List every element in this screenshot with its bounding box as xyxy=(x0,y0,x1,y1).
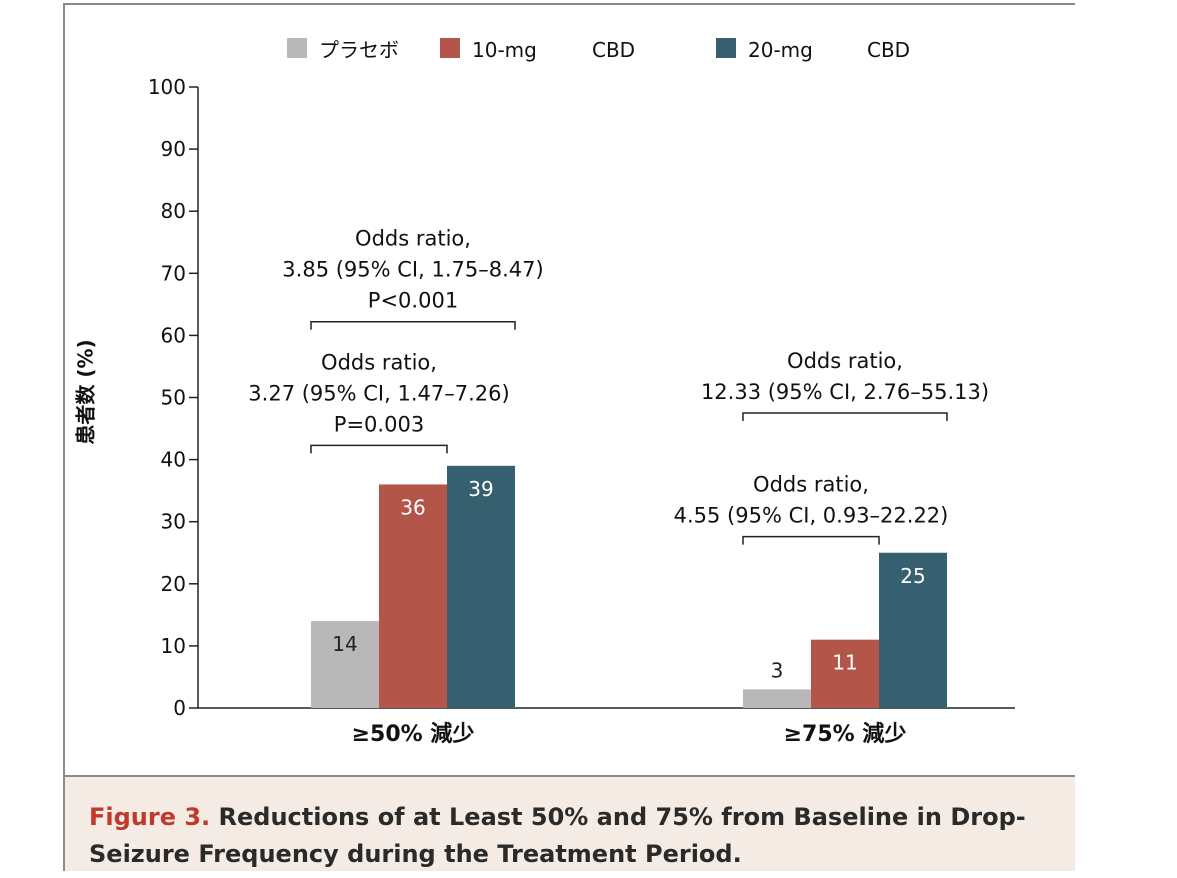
odds-ratio-bracket xyxy=(742,535,880,545)
y-axis-label: 患者数 (%) xyxy=(73,339,98,445)
odds-ratio-text: P<0.001 xyxy=(368,289,458,313)
y-tick-label: 20 xyxy=(161,572,186,596)
legend-label: CBD xyxy=(867,38,910,62)
legend-label: プラセボ xyxy=(319,38,399,62)
y-tick-label: 70 xyxy=(161,261,186,285)
bar xyxy=(311,621,379,708)
bar-value-label: 11 xyxy=(832,651,857,675)
y-tick-label: 30 xyxy=(161,510,186,534)
odds-ratio-text: Odds ratio, xyxy=(321,350,437,374)
figure-caption: Figure 3. Reductions of at Least 50% and… xyxy=(65,775,1075,871)
odds-ratio-text: 3.85 (95% CI, 1.75–8.47) xyxy=(282,258,543,282)
y-tick-label: 100 xyxy=(148,75,186,99)
bar xyxy=(379,484,447,708)
bar xyxy=(447,465,515,708)
bar-value-label: 3 xyxy=(771,658,784,682)
legend-swatch xyxy=(440,38,460,58)
odds-ratio-text: 4.55 (95% CI, 0.93–22.22) xyxy=(674,504,949,528)
figure-frame xyxy=(63,3,1075,871)
bar-value-label: 36 xyxy=(400,495,425,519)
y-tick-label: 40 xyxy=(161,448,186,472)
y-tick-label: 10 xyxy=(161,634,186,658)
bar-value-label: 25 xyxy=(900,564,925,588)
y-tick-label: 50 xyxy=(161,386,186,410)
legend-label: 20-mg xyxy=(748,38,813,62)
odds-ratio-text: P=0.003 xyxy=(334,412,424,436)
bar-value-label: 14 xyxy=(332,632,357,656)
odds-ratio-bracket xyxy=(310,320,516,330)
legend-label: CBD xyxy=(592,38,635,62)
caption-text: Reductions of at Least 50% and 75% from … xyxy=(89,803,1026,868)
odds-ratio-text: Odds ratio, xyxy=(753,473,869,497)
bar xyxy=(743,689,811,708)
odds-ratio-text: Odds ratio, xyxy=(787,349,903,373)
x-category-label: ≥75% 減少 xyxy=(784,722,907,747)
odds-ratio-bracket xyxy=(742,412,948,422)
x-category-label: ≥50% 減少 xyxy=(352,722,475,747)
y-tick-label: 80 xyxy=(161,199,186,223)
legend-swatch xyxy=(287,38,307,58)
legend-swatch xyxy=(716,38,736,58)
bar-chart: 0 10 20 30 40 50 60 70 80 90 100 14 36 39 ≥50% 減少 3 11 25… xyxy=(148,38,1015,747)
y-tick-label: 60 xyxy=(161,323,186,347)
y-tick-label: 90 xyxy=(161,137,186,161)
bar-value-label: 39 xyxy=(468,477,493,501)
odds-ratio-text: 12.33 (95% CI, 2.76–55.13) xyxy=(701,380,989,404)
bar xyxy=(811,639,879,708)
odds-ratio-bracket xyxy=(310,444,448,454)
odds-ratio-text: 3.27 (95% CI, 1.47–7.26) xyxy=(248,381,509,405)
y-tick-label: 0 xyxy=(173,696,186,720)
odds-ratio-text: Odds ratio, xyxy=(355,227,471,251)
caption-label: Figure 3. xyxy=(89,803,211,831)
bar xyxy=(879,552,947,708)
legend-label: 10-mg xyxy=(472,38,537,62)
